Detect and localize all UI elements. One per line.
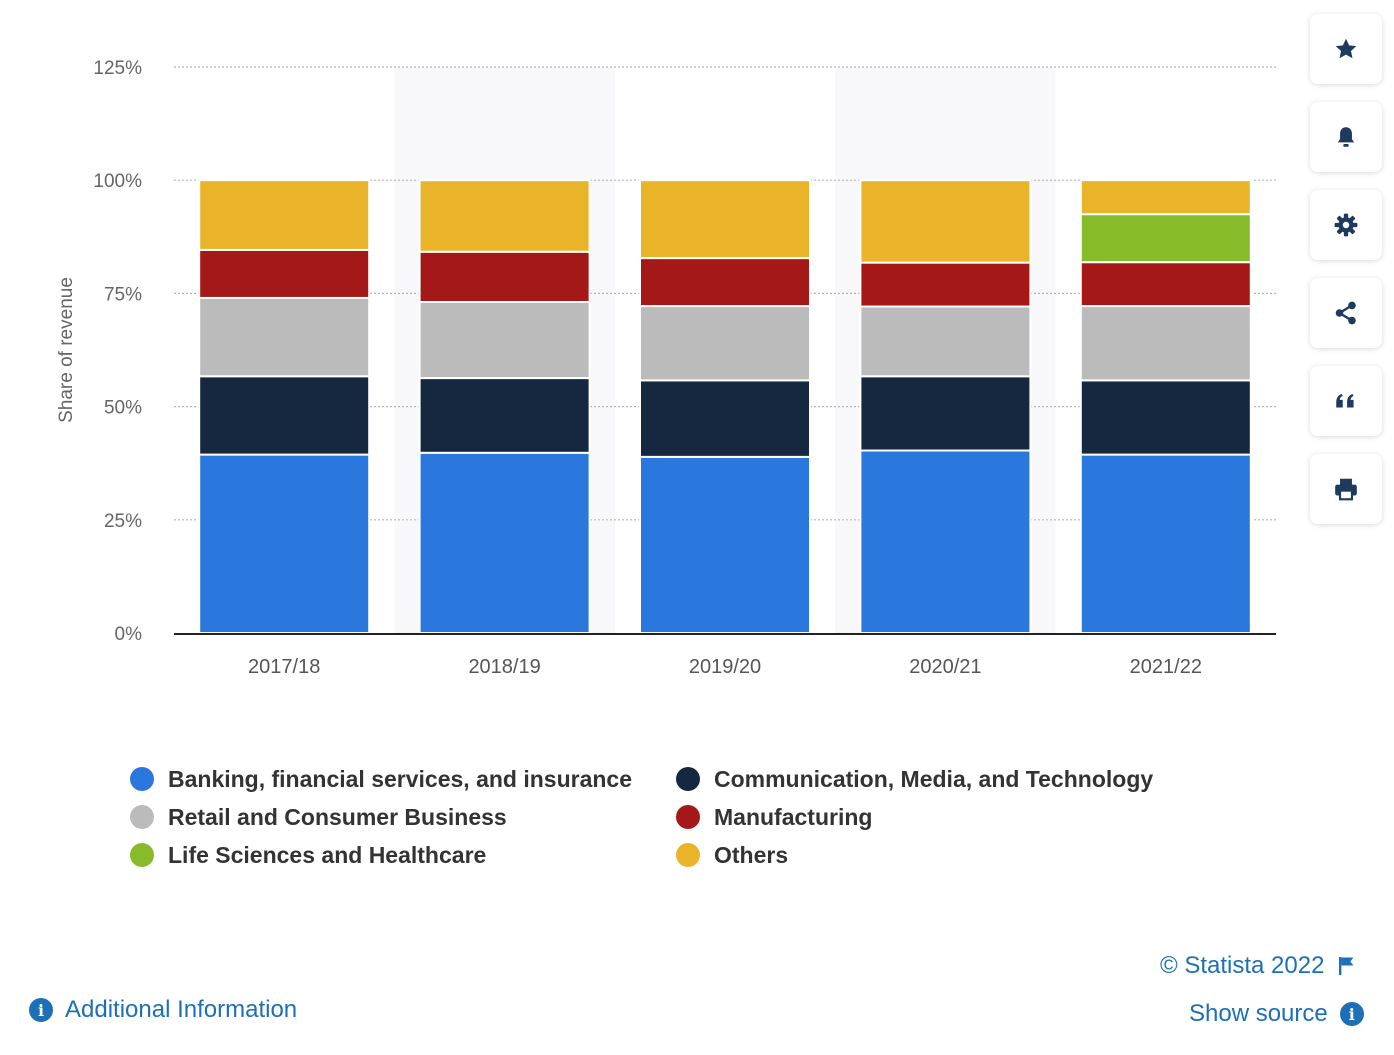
bar-2017/18-retail-and-consumer-business[interactable] xyxy=(198,296,371,378)
legend-marker xyxy=(130,767,154,791)
bar-2020/21-communication-media-and-technology[interactable] xyxy=(859,375,1032,452)
quote-icon xyxy=(1336,393,1354,408)
legend-label: Manufacturing xyxy=(714,803,873,830)
y-tick-label: 100% xyxy=(93,171,142,192)
legend-item[interactable]: Life Sciences and Healthcare xyxy=(130,836,486,874)
additional-information-link[interactable]: i Additional Information xyxy=(29,996,297,1024)
bar-2019/20-others[interactable] xyxy=(639,179,811,260)
legend-item[interactable]: Communication, Media, and Technology xyxy=(676,760,1153,798)
legend-item[interactable]: Banking, financial services, and insuran… xyxy=(130,760,632,798)
y-tick-label: 75% xyxy=(104,284,142,305)
bar-2018/19-banking-financial-services-and-insurance[interactable] xyxy=(418,451,591,635)
share-icon xyxy=(1335,301,1356,325)
flag-icon xyxy=(1339,957,1354,975)
bar-2017/18-manufacturing[interactable] xyxy=(198,248,371,299)
y-tick-label: 125% xyxy=(93,58,142,79)
bar-2021/22-manufacturing[interactable] xyxy=(1079,261,1252,308)
bar-2018/19-others[interactable] xyxy=(418,179,591,253)
bar-2020/21-manufacturing[interactable] xyxy=(859,261,1032,308)
additional-information-text: Additional Information xyxy=(65,996,298,1023)
bar-2018/19-manufacturing[interactable] xyxy=(418,250,591,304)
legend-label: Banking, financial services, and insuran… xyxy=(168,765,633,792)
legend-label: Communication, Media, and Technology xyxy=(714,765,1154,792)
bar-2020/21-others[interactable] xyxy=(859,179,1032,264)
info-icon: i xyxy=(29,998,53,1022)
settings-button[interactable] xyxy=(1310,190,1382,260)
grid-lines: 0% 25% 50% 75% 100% 125% xyxy=(93,58,1276,645)
bar-2018/19-retail-and-consumer-business[interactable] xyxy=(418,301,591,380)
share-button[interactable] xyxy=(1310,278,1382,348)
favorite-button[interactable] xyxy=(1310,14,1382,84)
star-icon xyxy=(1335,38,1357,59)
legend-marker xyxy=(676,805,700,829)
bar-2021/22-banking-financial-services-and-insurance[interactable] xyxy=(1079,453,1252,634)
bar-2017/18-banking-financial-services-and-insurance[interactable] xyxy=(198,453,371,634)
info-icon: i xyxy=(1339,1002,1364,1026)
legend-item[interactable]: Retail and Consumer Business xyxy=(130,798,507,836)
cite-button[interactable] xyxy=(1310,366,1382,436)
legend-marker xyxy=(130,805,154,829)
y-tick-label: 0% xyxy=(115,624,143,645)
notification-button[interactable] xyxy=(1310,102,1382,172)
y-tick-label: 25% xyxy=(104,511,142,532)
bar-2020/21-retail-and-consumer-business[interactable] xyxy=(859,305,1032,378)
show-source-text: Show source xyxy=(1189,1000,1328,1027)
copyright-text: © Statista 2022 xyxy=(1160,952,1325,979)
bar-2018/19-communication-media-and-technology[interactable] xyxy=(418,377,591,454)
bar-2019/20-retail-and-consumer-business[interactable] xyxy=(639,305,811,382)
legend-marker xyxy=(676,767,700,791)
x-tick-label: 2018/19 xyxy=(468,656,540,678)
legend-marker xyxy=(130,843,154,867)
legend-label: Retail and Consumer Business xyxy=(168,803,507,830)
legend-item[interactable]: Others xyxy=(676,836,788,874)
x-tick-label: 2021/22 xyxy=(1130,656,1202,678)
x-axis-labels: 2017/18 2018/19 2019/20 2020/21 2021/22 xyxy=(248,656,1202,678)
toolbar xyxy=(1310,14,1382,542)
chart-area: 0% 25% 50% 75% 100% 125% 2017/18 2018/19 2019/2… xyxy=(56,58,1276,678)
legend-marker xyxy=(676,843,700,867)
legend-item[interactable]: Manufacturing xyxy=(676,798,872,836)
show-source-link[interactable]: Show source i xyxy=(1189,1000,1364,1028)
bell-icon xyxy=(1337,127,1355,147)
bar-2017/18-others[interactable] xyxy=(198,179,371,251)
legend-label: Others xyxy=(714,841,789,868)
x-tick-label: 2017/18 xyxy=(248,656,320,678)
gear-icon xyxy=(1334,213,1358,237)
y-axis-title: Share of revenue xyxy=(56,277,77,423)
bars xyxy=(198,179,1252,635)
bar-2019/20-manufacturing[interactable] xyxy=(639,257,811,308)
bar-2020/21-banking-financial-services-and-insurance[interactable] xyxy=(859,449,1032,634)
copyright-link[interactable]: © Statista 2022 xyxy=(1160,952,1356,980)
print-icon xyxy=(1335,478,1357,501)
bar-2021/22-others[interactable] xyxy=(1079,179,1252,216)
y-tick-label: 50% xyxy=(104,398,142,419)
print-button[interactable] xyxy=(1310,454,1382,524)
bar-2019/20-communication-media-and-technology[interactable] xyxy=(639,379,811,458)
bar-2021/22-communication-media-and-technology[interactable] xyxy=(1079,379,1252,456)
bar-2021/22-life-sciences-and-healthcare[interactable] xyxy=(1079,213,1252,264)
bar-2019/20-banking-financial-services-and-insurance[interactable] xyxy=(639,455,811,635)
bar-2017/18-communication-media-and-technology[interactable] xyxy=(198,375,371,456)
x-tick-label: 2020/21 xyxy=(909,656,981,678)
bar-2021/22-retail-and-consumer-business[interactable] xyxy=(1079,305,1252,382)
x-tick-label: 2019/20 xyxy=(689,656,761,678)
legend-label: Life Sciences and Healthcare xyxy=(168,841,487,868)
